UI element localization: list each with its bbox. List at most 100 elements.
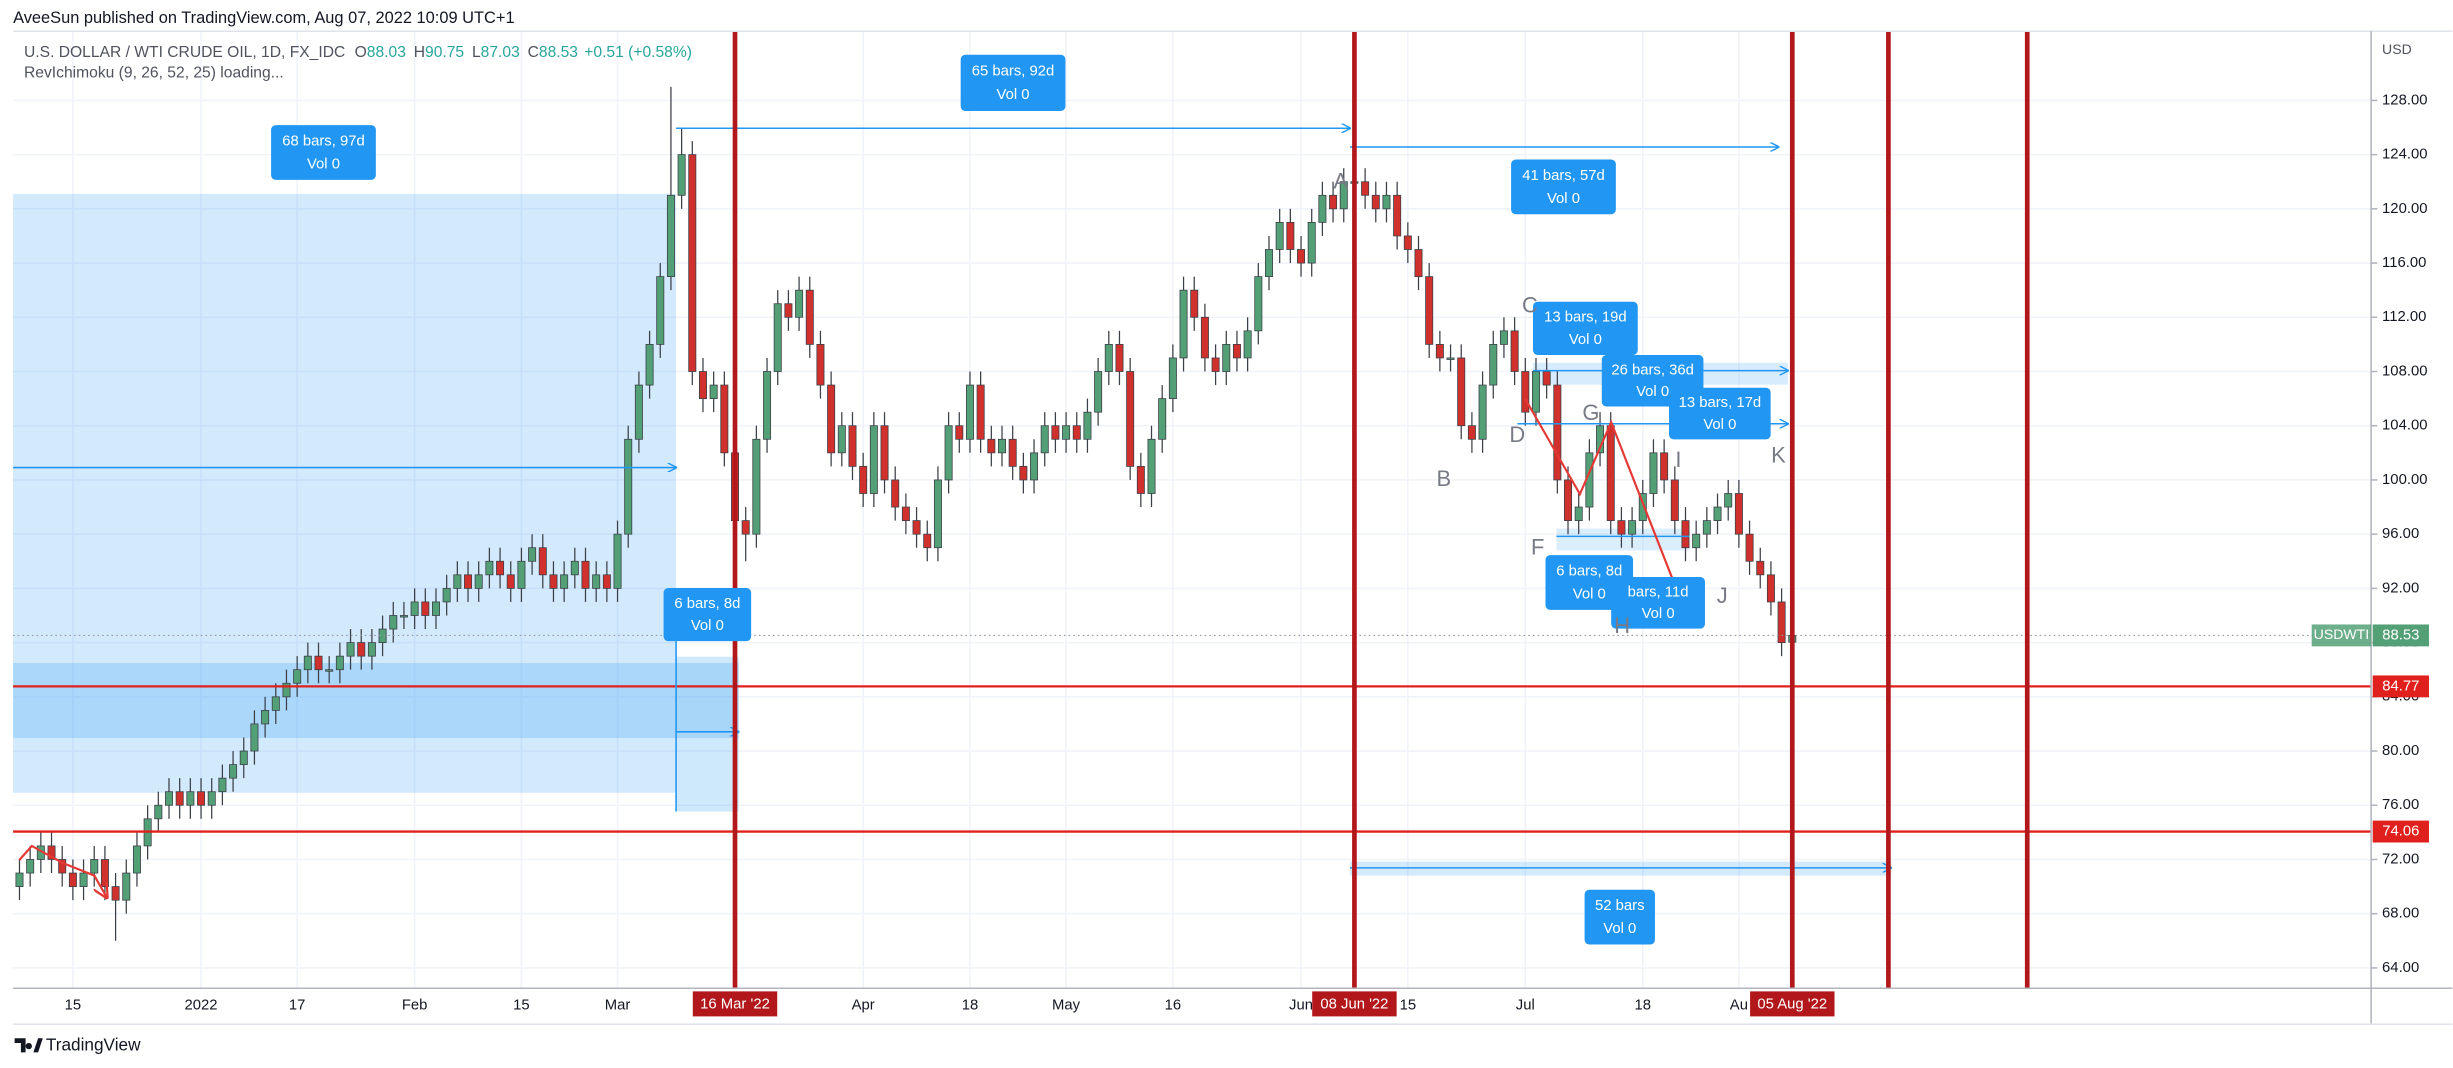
candle-body: [998, 438, 1006, 454]
range-label: 65 bars, 92d: [972, 64, 1055, 80]
date-marker-label: 08 Jun '22: [1320, 997, 1388, 1013]
x-tick-label: 18: [1635, 997, 1652, 1013]
candle-body: [1553, 384, 1562, 481]
candle-body: [1211, 357, 1220, 372]
candle-body: [1649, 452, 1658, 494]
candle-body: [442, 587, 451, 603]
wave-label: G: [1582, 400, 1599, 425]
candle-body: [805, 289, 814, 345]
candle-body: [431, 601, 440, 616]
candle-body: [1062, 425, 1071, 440]
candle-body: [1435, 344, 1444, 359]
candle-body: [987, 438, 996, 454]
date-marker-tag: [1750, 991, 1835, 1017]
candle-body: [1542, 371, 1551, 386]
candle-body: [613, 533, 622, 589]
candle-body: [1286, 222, 1295, 250]
x-tick-label: Mar: [605, 997, 631, 1013]
x-tick-label: 16: [1165, 997, 1182, 1013]
range-label-box: [1532, 301, 1638, 355]
wave-label: H: [1614, 613, 1630, 638]
y-tick-label: 124.00: [2382, 147, 2427, 163]
range-label-box: [1669, 387, 1771, 440]
candle-body: [1115, 344, 1124, 372]
candle-body: [1756, 560, 1765, 576]
candle-body: [634, 384, 643, 440]
wave-label: A: [1333, 169, 1348, 194]
footer: TradingView: [14, 1035, 141, 1055]
candle-body: [1489, 344, 1498, 386]
candle-body: [1425, 276, 1434, 345]
candle-body: [1307, 222, 1316, 264]
candle-body: [1564, 479, 1573, 521]
candle-body: [848, 425, 857, 467]
candle-body: [912, 520, 921, 535]
range-label-box: [271, 125, 376, 180]
candle-body: [1617, 520, 1626, 535]
range-shade: [1556, 528, 1690, 551]
change: +0.51 (+0.58%): [584, 44, 692, 61]
candle-body: [624, 438, 633, 535]
price-tag: [2372, 624, 2429, 647]
candle-body: [229, 764, 238, 779]
candle-body: [132, 845, 141, 874]
date-marker-label: 16 Mar '22: [700, 997, 770, 1013]
range-shade: [676, 656, 739, 812]
published-line: AveeSun published on TradingView.com, Au…: [13, 9, 515, 27]
x-tick-label: 15: [513, 997, 530, 1013]
candle-body: [1531, 371, 1540, 413]
range-label: Vol 0: [1547, 191, 1580, 207]
candle-body: [1628, 520, 1637, 535]
candle-body: [197, 791, 206, 806]
candle-body: [325, 669, 334, 672]
y-tick-label: 68.00: [2382, 906, 2419, 922]
brand: TradingView: [46, 1035, 141, 1055]
candle-body: [1318, 194, 1327, 223]
candle-body: [175, 791, 184, 806]
y-tick-label: 120.00: [2382, 201, 2427, 217]
candle-body: [239, 750, 248, 765]
candle-body: [666, 194, 675, 278]
range-label: Vol 0: [691, 618, 724, 634]
ohlc-value: 87.03: [481, 44, 520, 61]
candle-body: [752, 438, 761, 535]
candle-body: [1072, 425, 1081, 440]
candle-body: [1019, 465, 1028, 481]
candle-body: [1232, 344, 1241, 359]
symbol-line: U.S. DOLLAR / WTI CRUDE OIL, 1D, FX_IDC O…: [24, 44, 692, 61]
candle-body: [923, 533, 932, 549]
candle-body: [100, 859, 109, 887]
range-label-box: [960, 54, 1066, 112]
range-shades: [13, 193, 1892, 876]
candle-body: [154, 804, 163, 820]
range-label-box: [1611, 577, 1705, 629]
candle-body: [517, 560, 526, 589]
level-tag-label: 84.77: [2382, 678, 2419, 694]
candle-body: [15, 872, 24, 887]
y-tick-label: 100.00: [2382, 472, 2427, 488]
annotations: 68 bars, 97d Vol 0 65 bars, 92d Vol 0 41 bar…: [271, 54, 1786, 945]
candle-body: [891, 479, 900, 508]
candle-body: [68, 872, 77, 887]
candle-body: [1724, 493, 1733, 508]
range-label: Vol 0: [1636, 384, 1669, 400]
range-label-box: [663, 587, 752, 642]
range-label: Vol 0: [1573, 586, 1606, 602]
candle-body: [1478, 384, 1487, 440]
candle-body: [570, 560, 579, 576]
candle-body: [1008, 438, 1017, 467]
x-tick-label: Jul: [1516, 997, 1535, 1013]
candle-body: [335, 655, 344, 671]
candle-body: [869, 425, 878, 494]
date-markers: [732, 31, 2030, 989]
level-tag-label: 74.06: [2382, 823, 2419, 839]
wave-label: J: [1717, 583, 1728, 608]
candle-body: [90, 859, 99, 874]
y-tick-label: 72.00: [2382, 851, 2419, 867]
candle-body: [795, 289, 804, 318]
candle-body: [1371, 194, 1380, 210]
candle-body: [421, 601, 430, 616]
level-tag: [2372, 820, 2429, 843]
zigzag: [18, 844, 107, 898]
x-tick-label: 18: [962, 997, 979, 1013]
